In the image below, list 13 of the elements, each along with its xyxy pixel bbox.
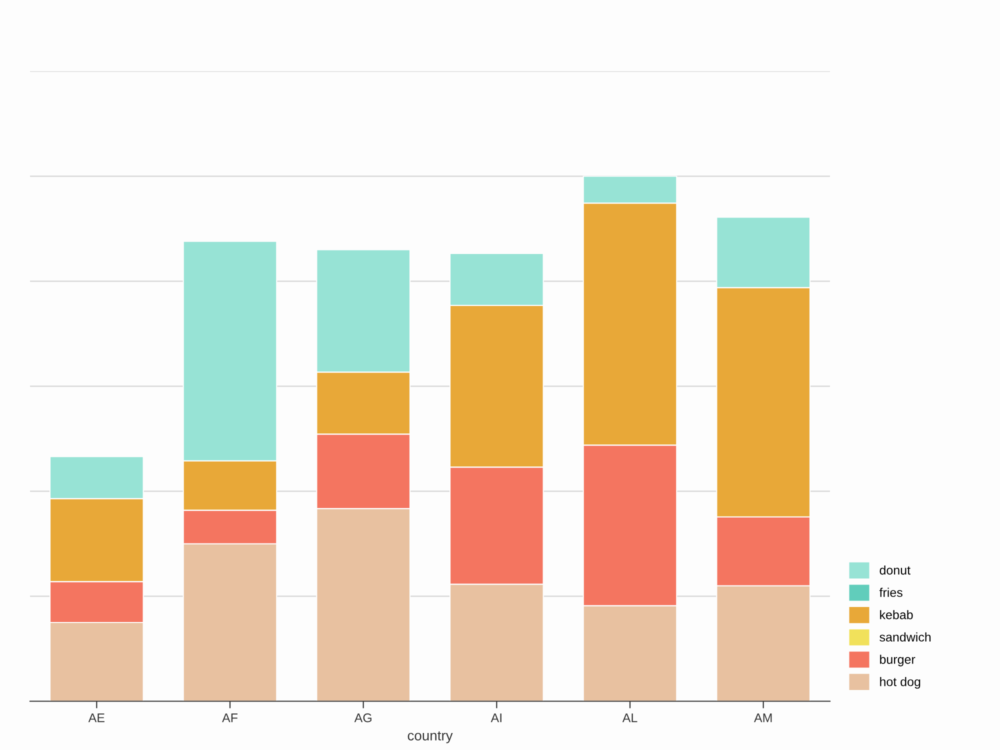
x-tick-label: AF — [222, 714, 238, 722]
x-tick-label: AM — [754, 714, 772, 722]
x-tick-label: AG — [354, 713, 372, 722]
legend-label: donut — [880, 565, 910, 575]
legend-label: hot dog — [880, 677, 920, 689]
legend-label: kebab — [880, 610, 913, 620]
x-tick-label: AE — [88, 714, 104, 722]
x-tick-label: AI — [490, 714, 502, 722]
legend-label: burger — [880, 654, 916, 666]
legend-label: fries — [879, 588, 902, 597]
x-tick-label: AL — [622, 714, 638, 722]
x-axis-title: country — [408, 731, 453, 744]
legend-label: sandwich — [880, 632, 931, 642]
